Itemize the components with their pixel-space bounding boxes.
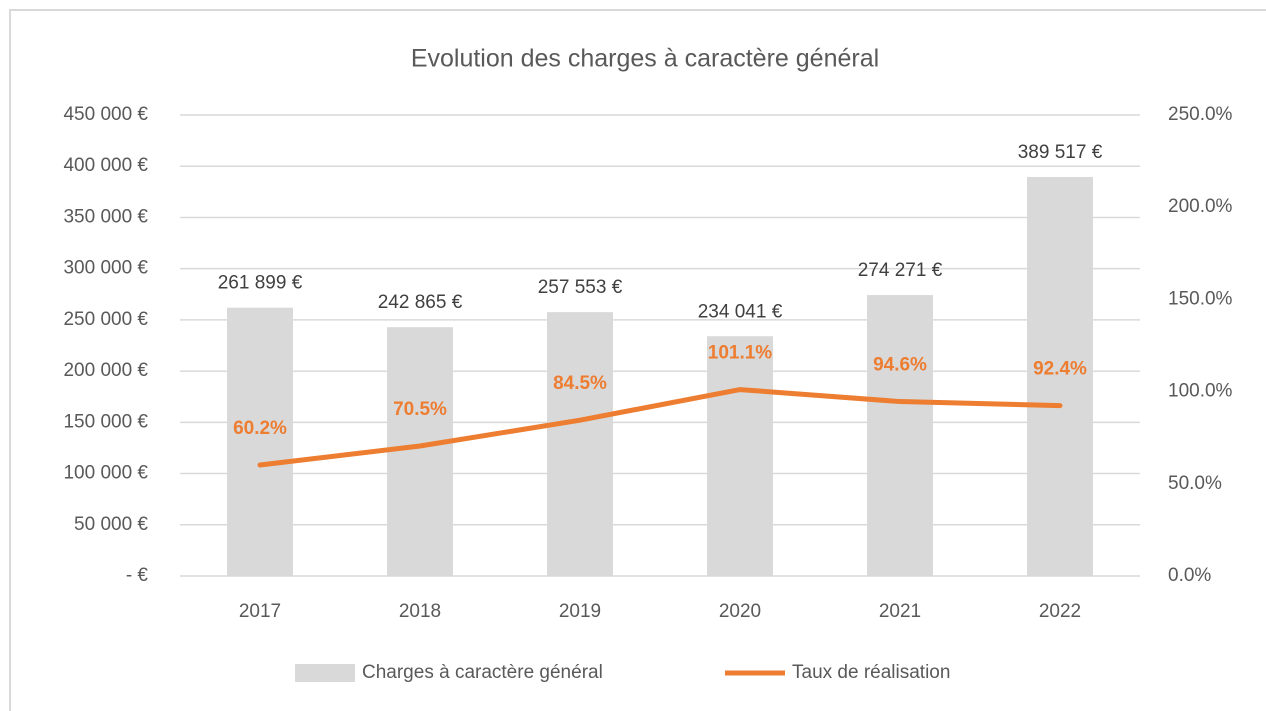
bar-value-label: 261 899 € bbox=[218, 273, 303, 294]
chart-frame bbox=[9, 9, 1266, 711]
y2-tick-label: 100.0% bbox=[1168, 381, 1233, 402]
bar-value-label: 257 553 € bbox=[538, 277, 623, 298]
bar bbox=[547, 312, 613, 576]
y-tick-label: 200 000 € bbox=[63, 360, 148, 381]
legend-label: Taux de réalisation bbox=[792, 662, 950, 683]
x-tick-label: 2022 bbox=[1039, 601, 1081, 622]
line-value-label: 101.1% bbox=[708, 343, 773, 364]
y-tick-label: 150 000 € bbox=[63, 411, 148, 432]
y-tick-label: 250 000 € bbox=[63, 309, 148, 330]
y-tick-label: 450 000 € bbox=[63, 104, 148, 125]
x-tick-label: 2021 bbox=[879, 601, 921, 622]
y-tick-label: 50 000 € bbox=[74, 514, 148, 535]
y2-tick-label: 50.0% bbox=[1168, 473, 1222, 494]
y2-tick-label: 150.0% bbox=[1168, 288, 1233, 309]
y-tick-label: 400 000 € bbox=[63, 155, 148, 176]
y2-tick-label: 250.0% bbox=[1168, 104, 1233, 125]
legend-label: Charges à caractère général bbox=[362, 662, 603, 683]
line-value-label: 92.4% bbox=[1033, 359, 1087, 380]
chart-title: Evolution des charges à caractère généra… bbox=[411, 45, 879, 73]
bar-value-label: 274 271 € bbox=[858, 260, 943, 281]
line-value-label: 94.6% bbox=[873, 355, 927, 376]
bar bbox=[867, 295, 933, 576]
bar-value-label: 234 041 € bbox=[698, 301, 783, 322]
line bbox=[257, 387, 1063, 468]
x-tick-label: 2018 bbox=[399, 601, 441, 622]
line-value-label: 70.5% bbox=[393, 399, 447, 420]
y-tick-label: 350 000 € bbox=[63, 206, 148, 227]
bar-value-label: 389 517 € bbox=[1018, 142, 1103, 163]
x-tick-label: 2019 bbox=[559, 601, 601, 622]
x-tick-label: 2017 bbox=[239, 601, 281, 622]
line-value-label: 60.2% bbox=[233, 418, 287, 439]
line-value-label: 84.5% bbox=[553, 373, 607, 394]
bar bbox=[1027, 176, 1093, 576]
y-tick-label: - € bbox=[126, 565, 149, 586]
bar bbox=[707, 336, 773, 576]
y2-tick-label: 200.0% bbox=[1168, 196, 1233, 217]
y-tick-label: 300 000 € bbox=[63, 258, 148, 279]
x-tick-label: 2020 bbox=[719, 601, 761, 622]
bar bbox=[387, 327, 453, 576]
bar bbox=[227, 307, 293, 576]
legend-swatch bbox=[295, 664, 355, 682]
bar-value-label: 242 865 € bbox=[378, 292, 463, 313]
y2-tick-label: 0.0% bbox=[1168, 565, 1211, 586]
y-tick-label: 100 000 € bbox=[63, 463, 148, 484]
